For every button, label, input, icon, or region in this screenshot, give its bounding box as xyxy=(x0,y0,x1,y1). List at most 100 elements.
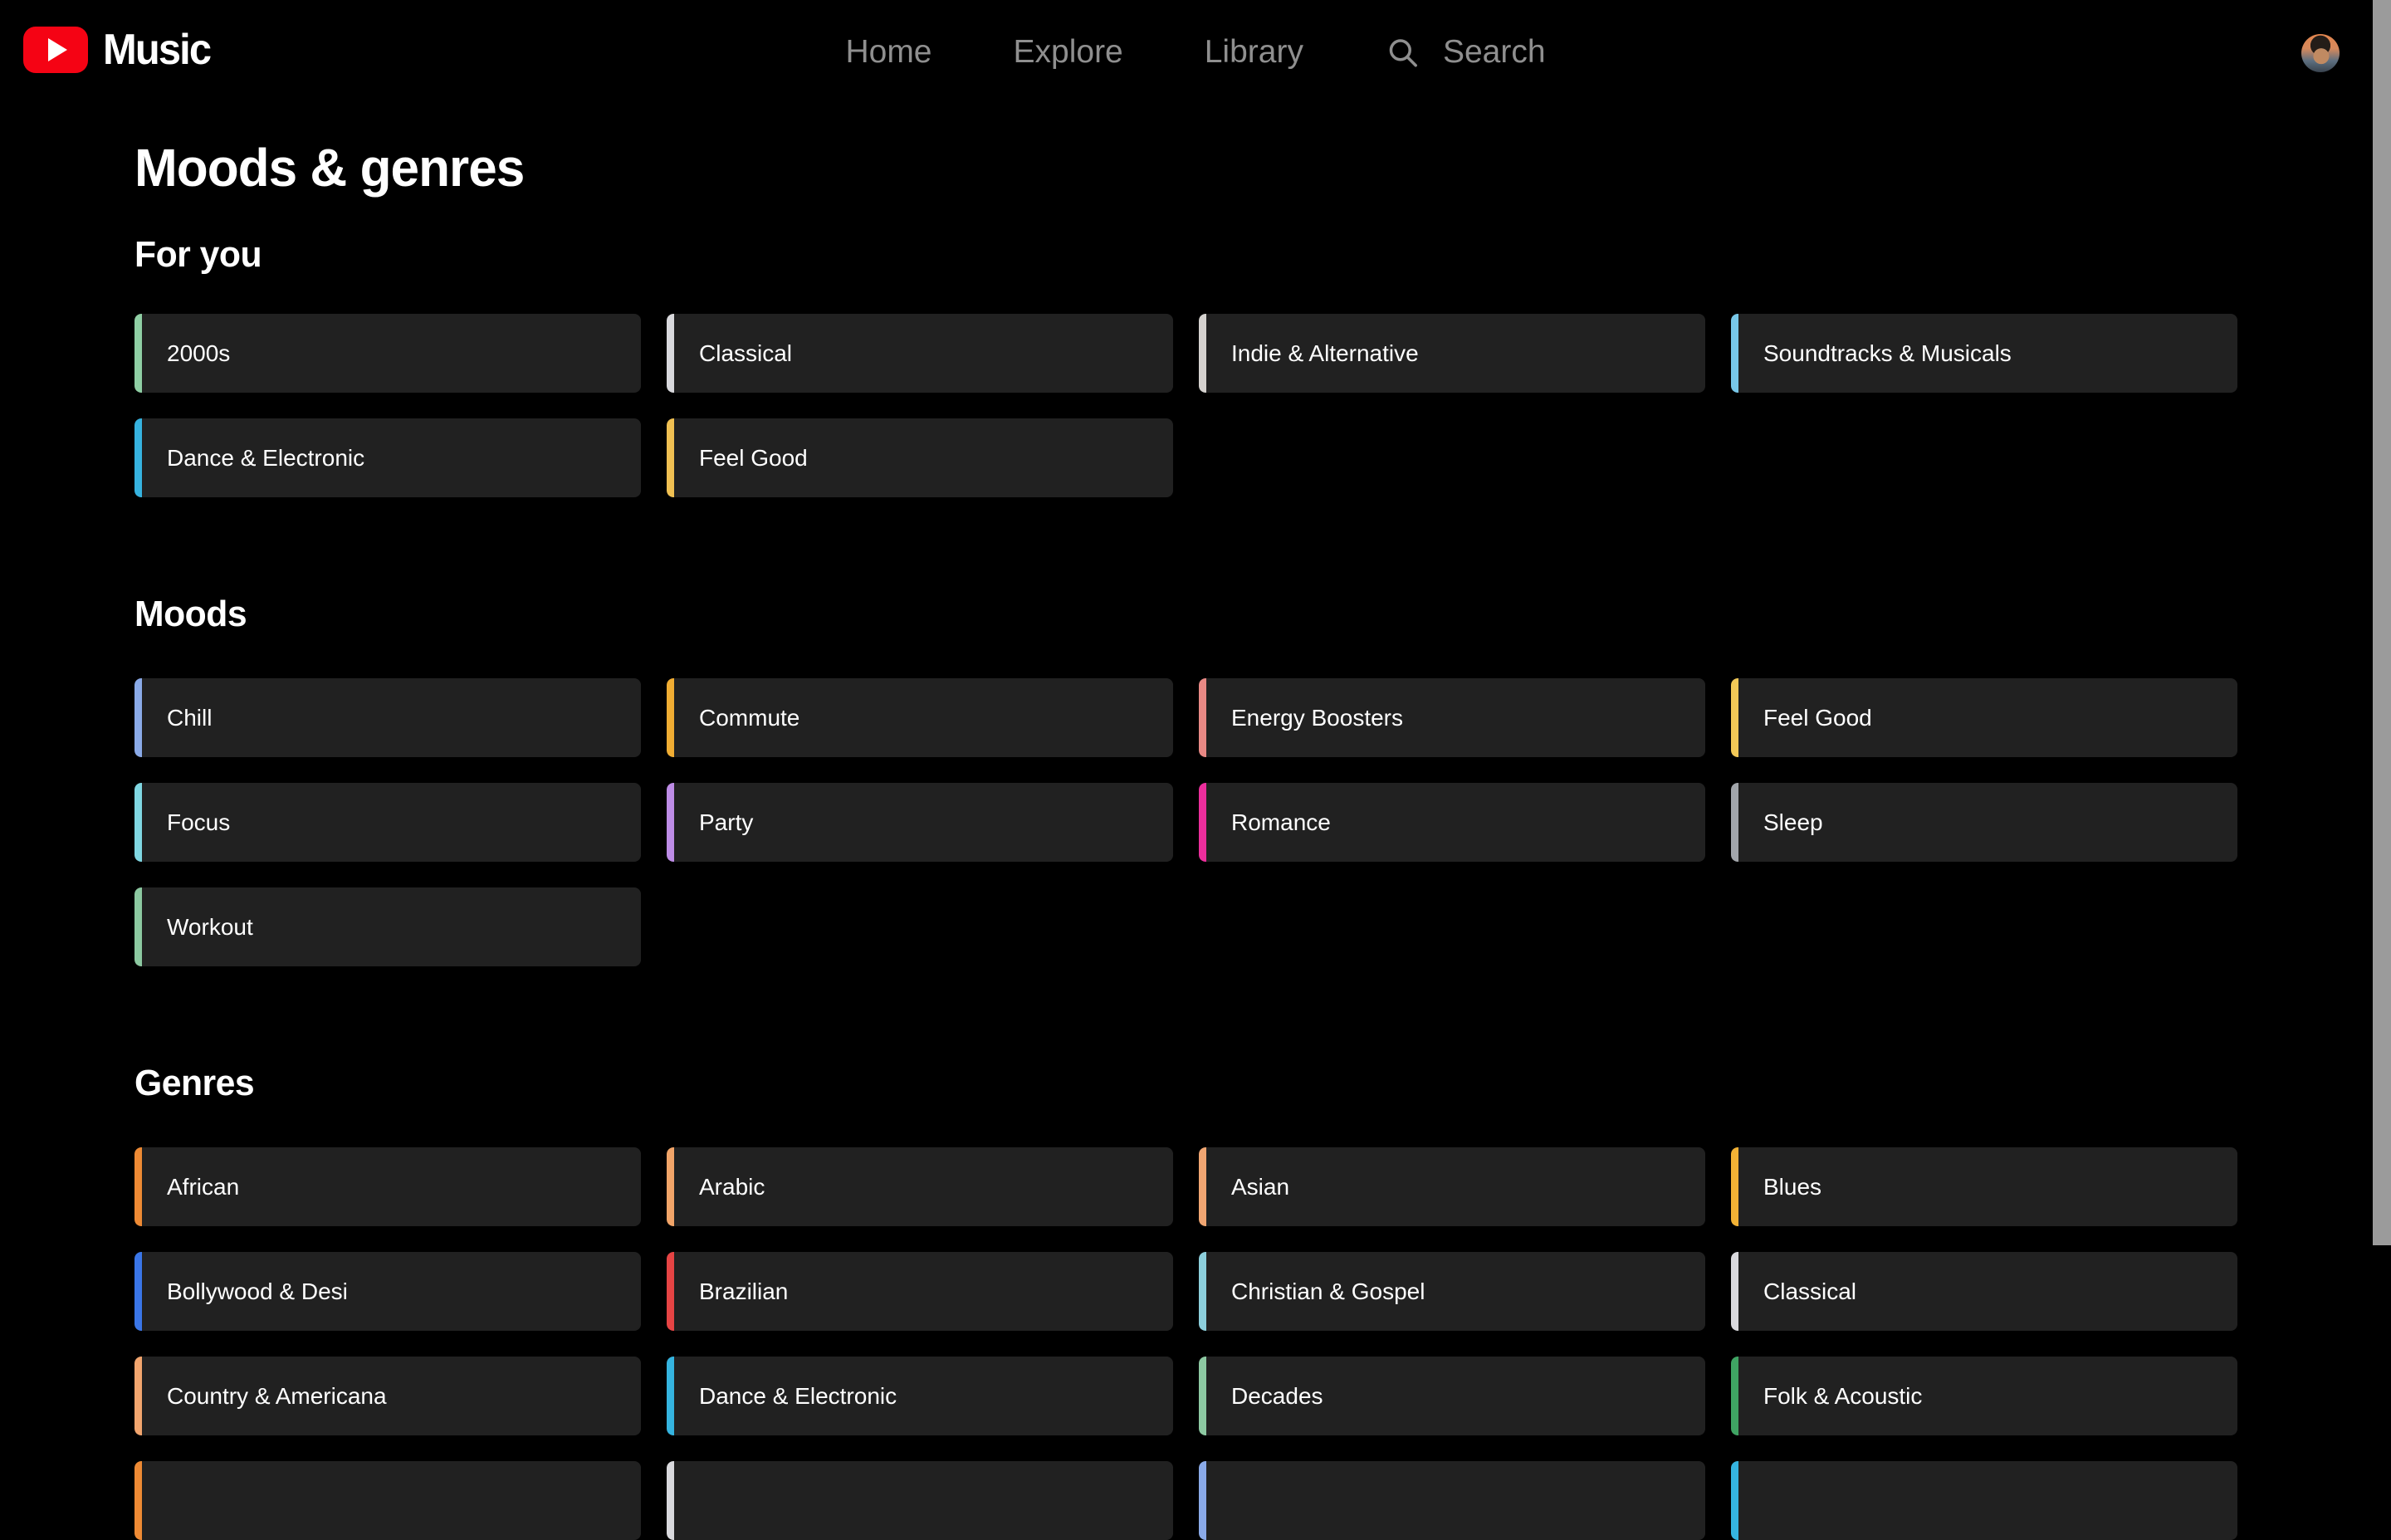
category-card[interactable]: Focus xyxy=(134,783,641,862)
category-accent-bar xyxy=(667,678,674,757)
category-label: Energy Boosters xyxy=(1231,704,1403,731)
category-accent-bar xyxy=(134,1147,142,1226)
search-button[interactable]: Search xyxy=(1385,34,1546,71)
youtube-music-logo[interactable]: Music xyxy=(23,25,217,75)
category-card[interactable]: Decades xyxy=(1199,1357,1705,1435)
category-card[interactable]: Bollywood & Desi xyxy=(134,1252,641,1331)
logo-brand-text: Music xyxy=(103,26,212,74)
category-accent-bar xyxy=(1731,783,1738,862)
category-label: Classical xyxy=(1763,1278,1857,1304)
category-accent-bar xyxy=(1199,1357,1206,1435)
nav-item-home[interactable]: Home xyxy=(845,34,932,70)
category-label: Classical xyxy=(699,340,793,366)
category-label: Focus xyxy=(167,809,231,835)
category-label: Brazilian xyxy=(699,1278,789,1304)
category-card[interactable]: Dance & Electronic xyxy=(667,1357,1173,1435)
category-card[interactable]: Classical xyxy=(667,314,1173,393)
primary-navigation: Home Explore Library Search xyxy=(845,0,1545,105)
category-card[interactable]: Feel Good xyxy=(667,418,1173,497)
category-card[interactable]: Romance xyxy=(1199,783,1705,862)
category-card[interactable]: Folk & Acoustic xyxy=(1731,1357,2237,1435)
category-card[interactable]: Party xyxy=(667,783,1173,862)
category-label: Romance xyxy=(1231,809,1331,835)
category-card[interactable] xyxy=(1731,1461,2237,1540)
category-card[interactable]: Energy Boosters xyxy=(1199,678,1705,757)
category-accent-bar xyxy=(134,1252,142,1331)
category-card[interactable]: Christian & Gospel xyxy=(1199,1252,1705,1331)
moods-genres-page: Moods & genres For you 2000s Classical I… xyxy=(0,141,2391,1540)
category-accent-bar xyxy=(667,783,674,862)
section-for-you: For you 2000s Classical Indie & Alternat… xyxy=(134,234,2237,497)
category-accent-bar xyxy=(1199,1461,1206,1540)
category-accent-bar xyxy=(1731,1252,1738,1331)
category-accent-bar xyxy=(1199,1147,1206,1226)
category-accent-bar xyxy=(667,1252,674,1331)
category-card[interactable]: Workout xyxy=(134,887,641,966)
category-label: Dance & Electronic xyxy=(699,1382,897,1409)
category-accent-bar xyxy=(667,1147,674,1226)
category-label: Sleep xyxy=(1763,809,1823,835)
category-accent-bar xyxy=(1731,314,1738,393)
category-card[interactable]: Soundtracks & Musicals xyxy=(1731,314,2237,393)
category-card[interactable]: Commute xyxy=(667,678,1173,757)
category-accent-bar xyxy=(1731,1357,1738,1435)
category-card[interactable]: Feel Good xyxy=(1731,678,2237,757)
category-accent-bar xyxy=(667,418,674,497)
category-card[interactable]: Brazilian xyxy=(667,1252,1173,1331)
search-icon xyxy=(1389,39,1417,67)
category-accent-bar xyxy=(1731,1461,1738,1540)
user-avatar[interactable] xyxy=(2301,34,2340,72)
moods-card-grid: Chill Commute Energy Boosters Feel Good … xyxy=(134,678,2237,966)
category-accent-bar xyxy=(134,314,142,393)
category-card[interactable]: Country & Americana xyxy=(134,1357,641,1435)
category-accent-bar xyxy=(667,314,674,393)
category-accent-bar xyxy=(667,1357,674,1435)
category-card[interactable] xyxy=(134,1461,641,1540)
category-card[interactable]: Chill xyxy=(134,678,641,757)
category-label: Soundtracks & Musicals xyxy=(1763,340,2012,366)
category-label: 2000s xyxy=(167,340,231,366)
category-label: Chill xyxy=(167,704,213,731)
category-card[interactable]: Asian xyxy=(1199,1147,1705,1226)
category-label: Feel Good xyxy=(1763,704,1872,731)
category-label: Folk & Acoustic xyxy=(1763,1382,1923,1409)
category-accent-bar xyxy=(1199,678,1206,757)
nav-item-explore[interactable]: Explore xyxy=(1013,34,1123,70)
section-heading-moods: Moods xyxy=(134,594,247,634)
category-card[interactable]: African xyxy=(134,1147,641,1226)
section-heading-for-you: For you xyxy=(134,234,262,275)
category-card[interactable]: Sleep xyxy=(1731,783,2237,862)
category-card[interactable]: 2000s xyxy=(134,314,641,393)
category-label: Workout xyxy=(167,913,253,940)
page-title: Moods & genres xyxy=(134,138,525,198)
category-card[interactable]: Blues xyxy=(1731,1147,2237,1226)
category-label: Dance & Electronic xyxy=(167,444,365,471)
category-card[interactable]: Indie & Alternative xyxy=(1199,314,1705,393)
category-label: Feel Good xyxy=(699,444,808,471)
category-label: Blues xyxy=(1763,1173,1822,1200)
category-card[interactable]: Classical xyxy=(1731,1252,2237,1331)
category-card[interactable]: Dance & Electronic xyxy=(134,418,641,497)
vertical-scrollbar-thumb[interactable] xyxy=(2373,0,2391,1245)
category-label: African xyxy=(167,1173,240,1200)
youtube-play-icon xyxy=(23,27,88,73)
category-accent-bar xyxy=(134,1357,142,1435)
section-moods: Moods Chill Commute Energy Boosters Feel… xyxy=(134,594,2237,966)
category-label: Commute xyxy=(699,704,800,731)
for-you-card-grid: 2000s Classical Indie & Alternative Soun… xyxy=(134,314,2237,497)
category-accent-bar xyxy=(1199,783,1206,862)
category-accent-bar xyxy=(1199,1252,1206,1331)
category-card[interactable] xyxy=(667,1461,1173,1540)
category-label: Indie & Alternative xyxy=(1231,340,1419,366)
category-card[interactable] xyxy=(1199,1461,1705,1540)
category-label: Country & Americana xyxy=(167,1382,387,1409)
category-accent-bar xyxy=(134,418,142,497)
category-label: Bollywood & Desi xyxy=(167,1278,348,1304)
section-heading-genres: Genres xyxy=(134,1063,255,1103)
category-label: Arabic xyxy=(699,1173,765,1200)
category-card[interactable]: Arabic xyxy=(667,1147,1173,1226)
category-accent-bar xyxy=(1731,1147,1738,1226)
category-accent-bar xyxy=(134,1461,142,1540)
category-accent-bar xyxy=(1731,678,1738,757)
nav-item-library[interactable]: Library xyxy=(1204,34,1303,70)
